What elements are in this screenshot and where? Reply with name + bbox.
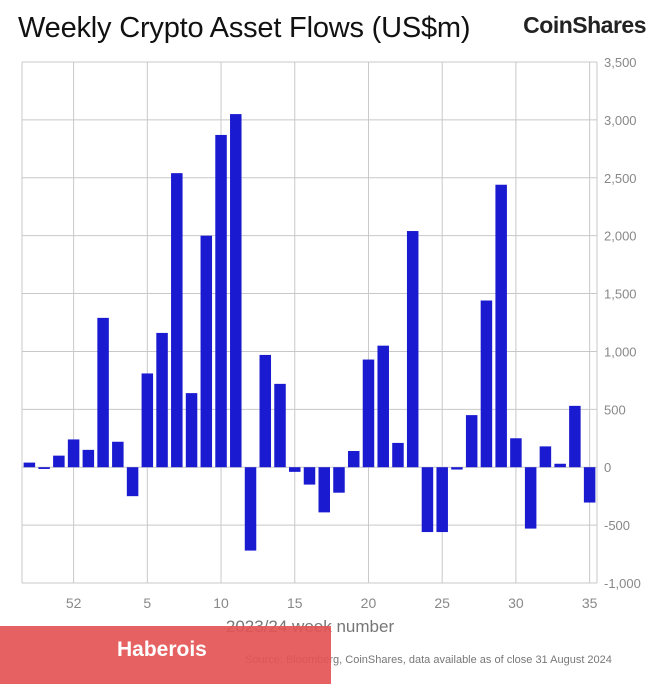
bar-week-10 [215,134,227,468]
watermark-text: Haberois [117,638,207,661]
bar-week-2 [97,317,109,468]
bar-week-22 [392,442,404,468]
bar-week-35 [583,467,596,503]
bar-week-28 [480,300,493,468]
bar-week-8 [185,393,198,468]
bar-week-13 [259,354,272,468]
y-tick-label: 0 [604,460,611,475]
source-note: Source: Bloomberg, CoinShares, data avai… [245,654,612,666]
bars [23,114,596,551]
bar-week-49 [23,462,36,468]
bar-week-17 [318,467,330,513]
x-tick-label: 5 [143,595,151,611]
y-tick-label: 1,000 [604,344,637,359]
bar-week-52 [67,439,80,468]
bar-week-12 [244,467,257,551]
x-tick-label: 10 [213,595,229,611]
bar-week-26 [451,467,463,470]
bar-week-51 [53,455,65,468]
y-tick-label: -500 [604,518,630,533]
bar-week-30 [510,438,522,468]
bar-week-1 [82,449,95,468]
bar-week-32 [539,446,552,468]
chart-title: Weekly Crypto Asset Flows (US$m) [18,12,471,44]
x-tick-label: 15 [287,595,303,611]
bar-week-7 [171,173,183,468]
x-tick-label: 30 [508,595,524,611]
bar-week-24 [421,467,434,533]
bar-week-21 [377,345,389,468]
bar-week-4 [126,467,139,497]
bar-week-5 [141,373,154,468]
bar-week-14 [274,383,286,468]
y-tick-label: 2,500 [604,171,637,186]
coinshares-logo: CoinShares [523,12,646,38]
y-tick-label: 2,000 [604,229,637,244]
bar-week-27 [465,415,478,468]
y-tick-label: 500 [604,402,626,417]
bar-week-33 [554,463,566,468]
y-tick-label: 3,000 [604,113,637,128]
bar-week-3 [112,441,124,468]
bar-week-20 [362,359,375,468]
bar-week-34 [569,405,581,468]
bar-week-9 [200,235,213,468]
bar-chart: -1,000 -500 0 500 1,000 1,500 2,000 2,500 3,000 3… [21,55,641,611]
bar-week-16 [303,467,316,485]
x-tick-label: 20 [361,595,377,611]
bar-week-18 [333,467,345,493]
y-tick-label: 3,500 [604,55,637,70]
y-tick-label: -1,000 [604,576,641,591]
x-tick-labels: 52 5 10 15 20 25 30 35 [66,595,598,611]
x-tick-label: 25 [434,595,450,611]
bar-week-15 [289,467,301,472]
x-tick-label: 52 [66,595,82,611]
bar-week-23 [406,231,419,468]
bar-week-11 [230,114,242,468]
bar-week-19 [347,451,360,468]
y-tick-labels: -1,000 -500 0 500 1,000 1,500 2,000 2,500 3,000 3… [604,55,641,591]
bar-week-29 [495,184,507,468]
bar-week-31 [524,467,537,529]
bar-week-6 [156,332,168,468]
y-tick-label: 1,500 [604,287,637,302]
x-tick-label: 35 [582,595,598,611]
bar-week-25 [436,467,448,533]
watermark-banner: Haberois [0,626,331,684]
bar-week-50 [38,467,50,469]
